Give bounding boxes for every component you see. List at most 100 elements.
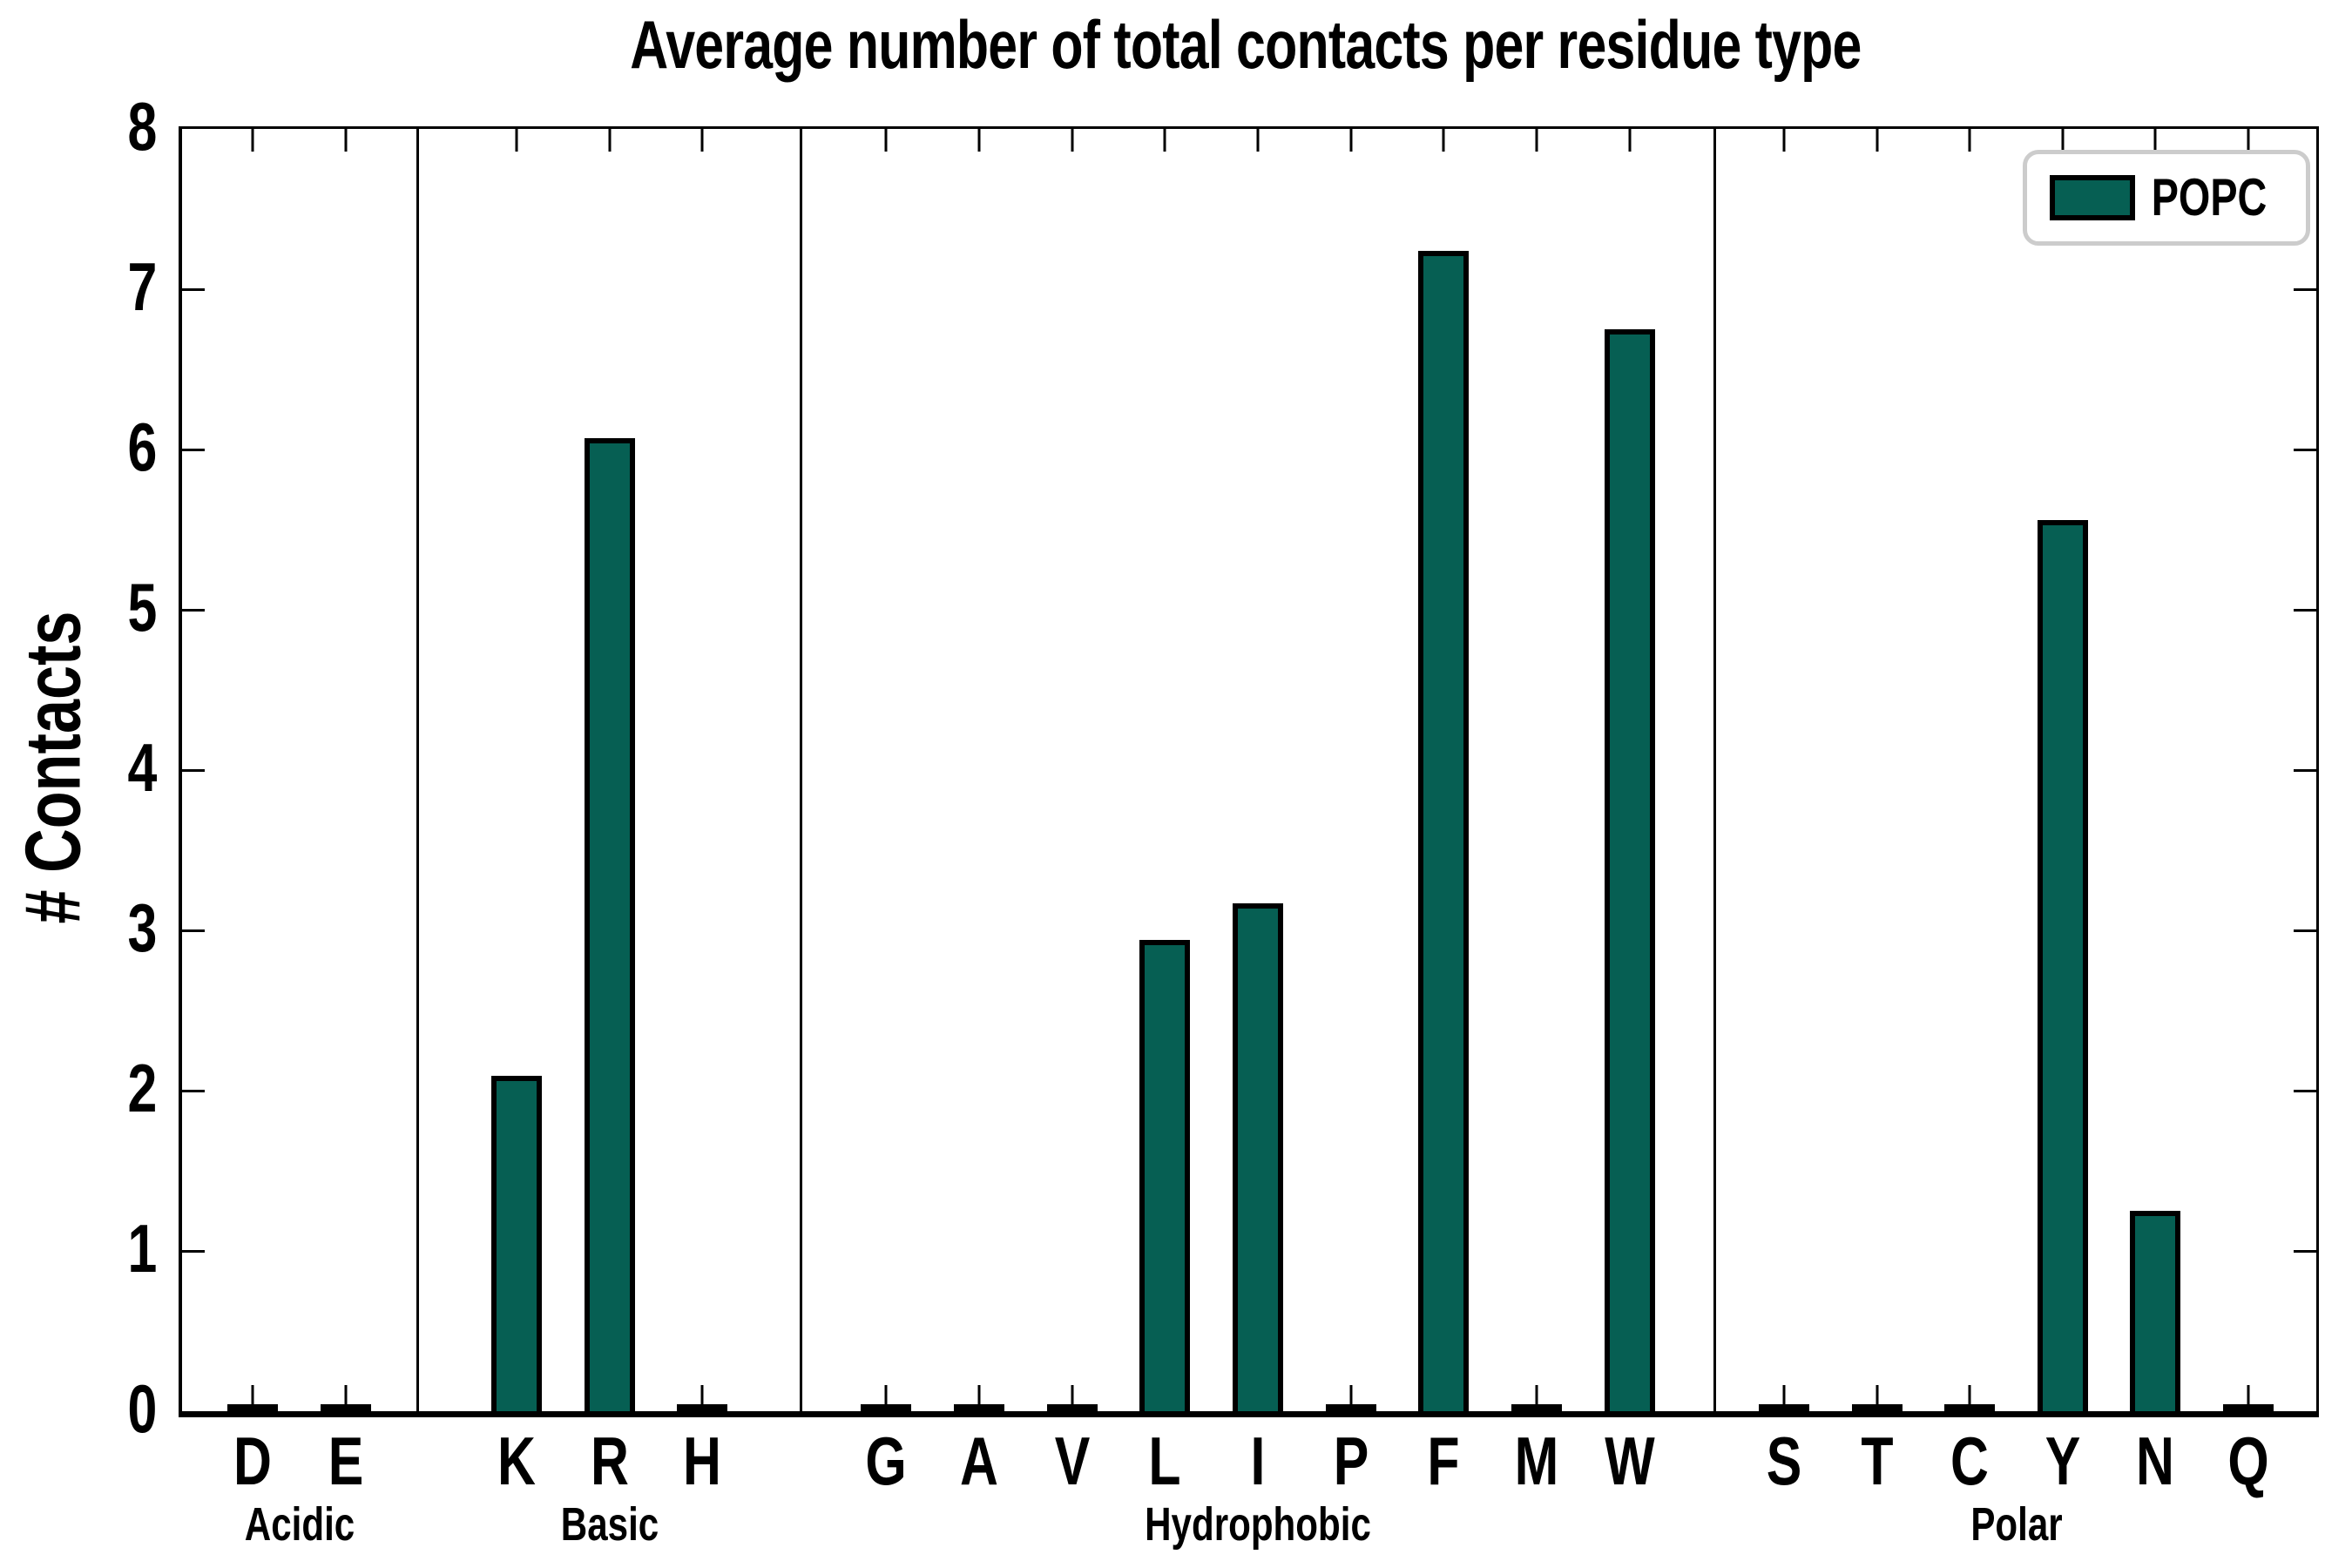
category-label-K: K <box>492 1427 541 1495</box>
group-box-hydrophobic: G A V L I P F M W Hydrophobic <box>800 129 1713 1548</box>
category-slot-P: P <box>1304 129 1397 1495</box>
bar-N <box>2130 1211 2181 1411</box>
label-text: A <box>960 1423 998 1499</box>
bar-A <box>954 1404 1005 1411</box>
y-tick-mark-right-7 <box>2294 287 2316 291</box>
category-label-F: F <box>1423 1427 1465 1495</box>
category-label-Q: Q <box>2221 1427 2274 1495</box>
label-text: P <box>1333 1423 1369 1499</box>
group-label-hydrophobic: Hydrophobic <box>1113 1501 1403 1548</box>
label-text: 3 <box>127 889 157 966</box>
top-tick-mark-N <box>2153 129 2157 152</box>
y-tick-mark-right-3 <box>2294 929 2316 932</box>
bar-T <box>1851 1404 1903 1411</box>
group-box-basic: K R H Basic <box>416 129 800 1548</box>
label-text: E <box>328 1423 364 1499</box>
top-tick-mark-Y <box>2061 129 2065 152</box>
y-tick-mark-right-4 <box>2294 768 2316 772</box>
bottom-tick-mark-C <box>1968 1385 1971 1411</box>
label-text: G <box>865 1423 908 1499</box>
top-tick-mark-P <box>1349 129 1353 152</box>
category-slot-M: M <box>1490 129 1584 1495</box>
bar-D <box>226 1404 278 1411</box>
label-text: H <box>682 1423 721 1499</box>
bar-Y <box>2037 520 2088 1411</box>
bar-K <box>491 1076 543 1411</box>
y-tick-mark-right-5 <box>2294 608 2316 612</box>
y-tick-mark-left-1 <box>182 1249 205 1253</box>
top-tick-mark-L <box>1163 129 1166 152</box>
y-tick-mark-left-7 <box>182 287 205 291</box>
category-slot-E: E <box>300 129 394 1495</box>
bar-L <box>1139 940 1191 1411</box>
legend: POPC <box>2023 150 2310 246</box>
label-text: 6 <box>127 409 157 485</box>
y-tick-mark-right-6 <box>2294 448 2316 451</box>
y-tick-label-1: 1 <box>35 1208 157 1288</box>
category-slot-N: N <box>2109 129 2201 1495</box>
category-slot-I: I <box>1212 129 1305 1495</box>
label-text: 7 <box>127 248 157 325</box>
label-text: M <box>1514 1423 1559 1499</box>
category-label-W: W <box>1598 1427 1662 1495</box>
label-text: Q <box>2227 1423 2269 1499</box>
bar-P <box>1325 1404 1376 1411</box>
y-tick-label-2: 2 <box>35 1048 157 1128</box>
category-label-I: I <box>1248 1427 1267 1495</box>
label-text: I <box>1250 1423 1266 1499</box>
top-tick-mark-Q <box>2247 129 2250 152</box>
category-slot-C: C <box>1923 129 2016 1495</box>
chart-title-text: Average number of total contacts per res… <box>630 6 1862 83</box>
category-label-D: D <box>228 1427 277 1495</box>
category-label-S: S <box>1761 1427 1807 1495</box>
y-tick-label-0: 0 <box>35 1369 157 1449</box>
bottom-tick-mark-G <box>884 1385 888 1411</box>
bottom-tick-mark-E <box>344 1385 348 1411</box>
bar-G <box>861 1404 912 1411</box>
category-label-T: T <box>1856 1427 1898 1495</box>
category-label-G: G <box>860 1427 913 1495</box>
label-text: D <box>233 1423 272 1499</box>
label-text: Polar <box>1970 1498 2063 1551</box>
category-slot-A: A <box>933 129 1026 1495</box>
bar-R <box>584 438 635 1411</box>
bottom-tick-mark-D <box>251 1385 254 1411</box>
bottom-tick-mark-Q <box>2247 1385 2250 1411</box>
bar-C <box>1944 1404 1996 1411</box>
group-box-polar: S T C Y N Q Polar <box>1713 129 2316 1548</box>
category-slot-D: D <box>206 129 300 1495</box>
y-tick-label-8: 8 <box>35 86 157 166</box>
y-tick-mark-right-2 <box>2294 1089 2316 1092</box>
label-text: 8 <box>127 88 157 165</box>
label-text: 0 <box>127 1370 157 1447</box>
category-slot-R: R <box>563 129 655 1495</box>
bar-V <box>1046 1404 1098 1411</box>
bar-E <box>321 1404 372 1411</box>
label-text: S <box>1767 1423 1802 1499</box>
top-tick-mark-W <box>1628 129 1632 152</box>
top-tick-mark-S <box>1782 129 1786 152</box>
label-text: V <box>1054 1423 1090 1499</box>
label-text: 2 <box>127 1050 157 1126</box>
y-tick-mark-left-4 <box>182 768 205 772</box>
top-tick-mark-T <box>1876 129 1879 152</box>
y-tick-label-5: 5 <box>35 567 157 647</box>
label-text: 1 <box>127 1210 157 1287</box>
bar-Q <box>2222 1404 2274 1411</box>
y-tick-mark-right-1 <box>2294 1249 2316 1253</box>
category-slot-Y: Y <box>2017 129 2109 1495</box>
group-label-basic: Basic <box>546 1501 672 1548</box>
category-slot-Q: Q <box>2202 129 2295 1495</box>
category-slot-S: S <box>1738 129 1830 1495</box>
y-tick-mark-left-2 <box>182 1089 205 1092</box>
bar-H <box>676 1404 727 1411</box>
bottom-tick-mark-A <box>977 1385 981 1411</box>
label-text: Y <box>2044 1423 2081 1499</box>
top-tick-mark-M <box>1535 129 1538 152</box>
bar-S <box>1759 1404 1810 1411</box>
y-tick-mark-left-5 <box>182 608 205 612</box>
category-label-P: P <box>1328 1427 1374 1495</box>
bottom-tick-mark-H <box>700 1385 704 1411</box>
top-tick-mark-C <box>1968 129 1971 152</box>
category-label-L: L <box>1145 1427 1186 1495</box>
